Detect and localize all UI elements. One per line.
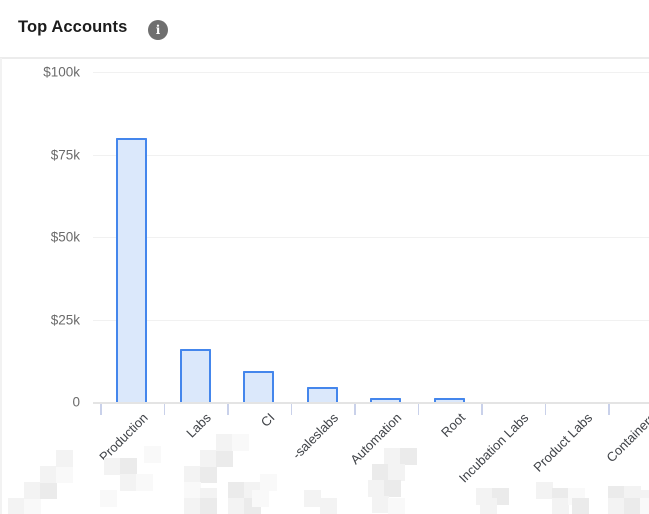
gridline [93, 154, 649, 156]
redaction-block [184, 482, 201, 499]
x-axis-tick [417, 404, 419, 415]
redaction-block [104, 458, 121, 475]
x-axis-label: Product Labs [530, 410, 595, 475]
bar-production[interactable] [116, 138, 148, 402]
redaction-block [120, 458, 137, 475]
redaction-block [388, 464, 405, 481]
redaction-block [572, 498, 589, 514]
x-axis-label: Containers [603, 410, 649, 466]
redaction-block [372, 464, 389, 481]
redaction-block [216, 434, 233, 451]
redaction-block [400, 448, 417, 465]
redaction-block [320, 498, 337, 514]
redaction-block [252, 490, 269, 507]
redaction-block [608, 498, 625, 514]
x-axis-tick [481, 404, 483, 415]
bar-automation[interactable] [370, 398, 402, 402]
redaction-block [200, 450, 217, 467]
gridline [93, 72, 649, 73]
redaction-block [56, 466, 73, 483]
redaction-block [388, 498, 405, 514]
redaction-block [232, 434, 249, 451]
redaction-block [228, 482, 245, 499]
redaction-block [40, 466, 57, 483]
bar-labs[interactable] [179, 349, 211, 402]
redaction-block [8, 498, 25, 514]
redaction-block [24, 498, 41, 514]
redaction-block [120, 474, 137, 491]
x-axis-tick [354, 404, 356, 415]
redaction-block [40, 482, 57, 499]
redaction-block [260, 474, 277, 491]
x-axis-tick [100, 404, 102, 415]
redaction-block [184, 498, 201, 514]
redaction-block [368, 480, 385, 497]
redaction-block [384, 480, 401, 497]
bar-root[interactable] [433, 398, 465, 402]
redaction-block [372, 496, 389, 513]
x-axis-tick [163, 404, 165, 415]
x-axis-label: -saleslabs [288, 410, 341, 462]
y-axis-tick-label: 0 [72, 394, 80, 410]
redaction-block [216, 450, 233, 467]
redaction-block [384, 448, 401, 465]
info-icon-glyph: i [155, 23, 161, 37]
x-axis-label: CI [257, 410, 278, 430]
header-divider [0, 57, 649, 59]
panel-left-border [0, 58, 2, 514]
x-axis-tick [227, 404, 229, 415]
x-axis-tick [544, 404, 546, 415]
x-axis-tick [290, 404, 292, 415]
y-axis-tick-label: $100k [43, 64, 80, 80]
redaction-block [228, 498, 245, 514]
redaction-block [200, 498, 217, 514]
redaction-block [640, 498, 649, 514]
bar-ci[interactable] [243, 371, 275, 402]
panel-title: Top Accounts [18, 18, 128, 36]
redaction-block [624, 498, 641, 514]
redaction-block [56, 450, 73, 467]
redaction-block [480, 498, 497, 514]
y-axis-tick-label: $75k [50, 147, 80, 162]
x-axis-label: Production [95, 410, 151, 465]
y-axis-tick-label: $25k [50, 312, 80, 327]
gridline [93, 319, 649, 321]
redaction-block [100, 490, 117, 507]
redaction-block [24, 482, 41, 499]
info-icon[interactable]: i [148, 20, 168, 40]
redaction-block [144, 446, 161, 463]
y-axis-tick-label: $50k [50, 229, 80, 245]
x-axis-line [93, 402, 649, 404]
redaction-block [536, 482, 553, 499]
bar-saleslabs[interactable] [306, 387, 338, 402]
gridline [93, 237, 649, 238]
x-axis-label: Root [437, 410, 468, 441]
redaction-block [552, 498, 569, 514]
redaction-block [200, 466, 217, 483]
redaction-block [136, 474, 153, 491]
x-axis-label: Labs [183, 410, 214, 441]
x-axis-tick [608, 404, 610, 415]
redaction-block [304, 490, 321, 507]
redaction-block [184, 466, 201, 483]
